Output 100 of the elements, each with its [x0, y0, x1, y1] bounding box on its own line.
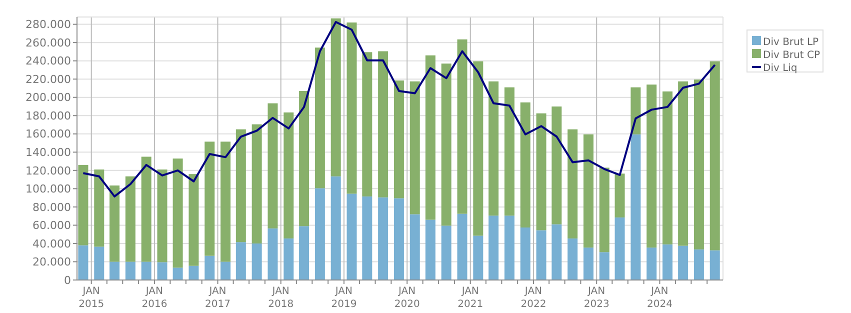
bar [252, 124, 262, 244]
bar [583, 134, 594, 248]
bar [220, 262, 231, 280]
bar [94, 170, 104, 247]
y-tick-label: 140.000 [26, 146, 71, 160]
bar [646, 84, 657, 248]
bar [410, 81, 420, 214]
bar [299, 90, 310, 226]
bar [599, 252, 610, 280]
y-tick-label: 260.000 [26, 36, 71, 50]
bar [614, 174, 625, 218]
bar [78, 245, 88, 280]
bar [125, 262, 136, 280]
y-tick-label: 60.000 [32, 219, 71, 232]
bar [457, 214, 468, 280]
x-tick-label: JAN 2016 [142, 286, 168, 310]
bar [568, 238, 578, 280]
bar [299, 226, 310, 280]
bar [330, 176, 341, 280]
bar [710, 61, 720, 250]
bar [662, 91, 672, 244]
bar [236, 242, 246, 280]
bar [678, 81, 688, 246]
y-tick-label: 0 [64, 274, 71, 287]
bar [172, 158, 183, 268]
bar [78, 164, 88, 246]
bar [536, 113, 546, 230]
bar [110, 185, 120, 262]
x-tick-label: JAN 2024 [646, 286, 672, 310]
y-tick-label: 40.000 [32, 237, 71, 250]
bar [362, 52, 372, 196]
bar [504, 87, 514, 216]
x-tick-label: JAN 2019 [331, 286, 357, 310]
x-tick-label: JAN 2017 [205, 286, 230, 310]
y-tick-label: 280.000 [26, 18, 71, 32]
x-tick-label: JAN 2018 [268, 286, 294, 310]
bar [172, 268, 183, 280]
bar [488, 216, 499, 280]
y-tick-label: 160.000 [26, 128, 71, 141]
bar [188, 174, 199, 266]
bar [394, 198, 404, 280]
bar [583, 248, 594, 280]
bar [110, 262, 120, 280]
y-tick-label: 200.000 [26, 91, 71, 104]
bar [614, 217, 625, 280]
bar [314, 188, 325, 280]
bar [425, 220, 436, 280]
bar [236, 129, 246, 242]
bar [141, 262, 152, 280]
bar [141, 156, 152, 262]
bar [694, 249, 704, 280]
bar [488, 81, 499, 216]
legend-label: Div Brut CP [763, 50, 820, 61]
bar [346, 194, 357, 280]
y-tick-label: 220.000 [26, 72, 71, 86]
bar [314, 48, 325, 188]
bar [504, 216, 514, 280]
bar [599, 168, 610, 252]
bar [268, 228, 278, 280]
bar [157, 170, 168, 262]
bar [330, 18, 341, 176]
bar [204, 142, 215, 256]
bar [552, 106, 562, 224]
bar [220, 142, 231, 262]
bar [410, 214, 420, 280]
bar [425, 55, 436, 220]
legend-label: Div Brut LP [763, 37, 819, 48]
x-tick-label: JAN 2021 [458, 286, 484, 310]
bar [473, 61, 484, 236]
bar [394, 80, 404, 198]
y-tick-label: 180.000 [26, 109, 71, 122]
y-tick-label: 120.000 [26, 164, 71, 178]
bar [536, 230, 546, 280]
bar [441, 226, 452, 280]
bar [441, 64, 452, 226]
bar [362, 196, 372, 280]
bar [646, 248, 657, 280]
bar [252, 243, 262, 280]
y-tick-label: 20.000 [32, 256, 71, 269]
bar [284, 238, 294, 280]
bar [630, 134, 641, 280]
bar [346, 22, 357, 194]
x-tick-label: JAN 2015 [78, 286, 104, 310]
bar [568, 129, 578, 238]
bar [378, 51, 388, 198]
bar [284, 112, 294, 238]
bar [378, 197, 388, 280]
legend-label: Div Liq [763, 63, 798, 74]
x-tick-label: JAN 2020 [394, 286, 420, 310]
bar [678, 246, 688, 280]
y-tick-label: 240.000 [26, 54, 71, 68]
bar [157, 262, 168, 280]
line-series [82, 21, 716, 198]
x-tick-label: JAN 2023 [584, 286, 610, 310]
bar [188, 266, 199, 280]
bar [520, 102, 530, 228]
bar [473, 236, 484, 280]
y-tick-label: 80.000 [32, 200, 71, 214]
bar [94, 246, 104, 280]
bar [204, 256, 215, 280]
